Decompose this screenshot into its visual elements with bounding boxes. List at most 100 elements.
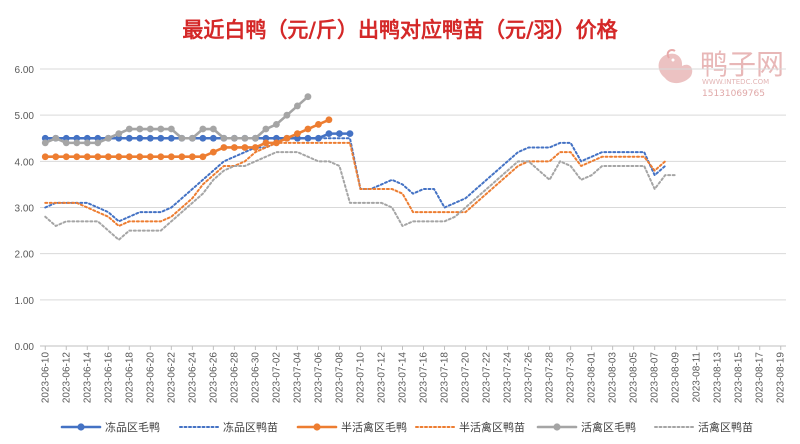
x-tick-label: 2023-06-24 [187,352,198,404]
y-tick-label: 1.00 [15,296,35,307]
y-tick-label: 4.00 [15,157,35,168]
series-point-2 [209,148,217,156]
watermark-phone: 15131069765 [702,89,765,99]
x-tick-label: 2023-06-26 [208,352,219,404]
x-tick-label: 2023-07-28 [545,352,556,404]
series-point-2 [315,121,322,128]
series-point-0 [167,134,175,142]
series-point-4 [83,139,91,147]
x-tick-label: 2023-06-12 [61,352,72,404]
legend-label-5: 活禽区鸭苗 [698,420,753,434]
series-point-4 [209,125,217,133]
x-tick-label: 2023-06-16 [103,352,114,404]
series-point-2 [136,153,144,161]
x-tick-label: 2023-08-07 [650,352,661,404]
series-point-0 [146,134,154,142]
x-tick-label: 2023-07-26 [524,352,535,404]
x-tick-label: 2023-06-14 [82,352,93,404]
series-point-4 [73,139,81,147]
series-point-0 [157,134,165,142]
series-point-4 [104,134,112,142]
series-point-4 [230,134,238,142]
legend-label-1: 冻品区鸭苗 [223,420,278,434]
legend-marker-4 [553,423,561,431]
series-point-4 [94,139,102,147]
x-tick-label: 2023-07-22 [482,352,493,404]
series-point-2 [104,153,112,161]
series-point-0 [209,134,217,142]
series-point-4 [188,134,196,142]
series-point-2 [304,125,312,133]
x-tick-label: 2023-07-06 [313,352,324,404]
series-point-2 [188,153,196,161]
series-point-2 [83,153,91,161]
legend-label-3: 半活禽区鸭苗 [459,420,525,434]
series-point-4 [41,139,49,147]
series-point-0 [346,130,354,138]
series-point-4 [262,125,270,133]
series-point-0 [315,134,322,142]
legend-marker-0 [77,423,85,431]
series-point-4 [115,130,123,138]
series-point-2 [94,153,102,161]
duck-logo-icon [658,48,693,84]
legend-label-4: 活禽区毛鸭 [581,420,636,434]
series-point-2 [251,144,259,151]
series-point-2 [178,153,186,161]
legend-label-0: 冻品区毛鸭 [105,420,160,434]
x-tick-label: 2023-08-15 [734,352,745,404]
series-point-2 [294,130,301,138]
series-point-4 [304,93,312,101]
series-point-4 [62,139,70,147]
x-tick-label: 2023-06-18 [124,352,135,404]
series-point-2 [283,134,291,142]
series-point-0 [125,134,133,142]
y-tick-label: 6.00 [15,65,35,76]
series-point-4 [125,125,133,133]
x-tick-label: 2023-07-24 [503,352,514,404]
series-line-1 [44,137,667,223]
watermark-url: WWW.INTEDC.COM [702,78,769,86]
x-tick-label: 2023-08-05 [629,352,640,404]
series-point-4 [283,111,291,119]
series-point-2 [62,153,70,161]
x-tick-label: 2023-07-02 [271,352,282,404]
x-tick-label: 2023-08-19 [776,352,787,404]
x-tick-label: 2023-08-13 [713,352,724,404]
series-point-4 [178,134,186,142]
x-tick-label: 2023-06-10 [40,352,51,404]
series-line-4 [43,95,310,145]
series-point-2 [41,153,49,161]
x-tick-label: 2023-08-11 [692,352,703,403]
series-point-0 [325,130,333,138]
y-tick-label: 5.00 [15,111,35,122]
x-tick-label: 2023-07-08 [334,352,345,404]
series-point-0 [199,134,207,142]
series-point-2 [325,116,333,124]
series-point-4 [157,125,165,133]
series-point-0 [136,134,144,142]
series-point-4 [52,134,60,142]
series-point-4 [251,134,259,142]
legend-marker-2 [313,423,321,431]
x-tick-label: 2023-08-17 [755,352,766,404]
x-tick-label: 2023-07-04 [292,352,303,404]
x-tick-label: 2023-08-09 [671,352,682,404]
x-tick-label: 2023-08-01 [587,352,598,404]
x-tick-label: 2023-07-12 [376,352,387,404]
y-tick-label: 2.00 [15,250,35,261]
series-point-4 [273,121,280,128]
series-point-2 [230,144,238,151]
series-point-4 [136,125,144,133]
series-point-2 [115,153,123,161]
series-point-2 [241,144,249,151]
series-point-2 [157,153,165,161]
legend: 冻品区毛鸭 冻品区鸭苗 半活禽区毛鸭 半活禽区鸭苗 活禽区毛鸭 活禽区鸭苗 [60,420,753,434]
x-tick-label: 2023-07-10 [355,352,366,404]
series-point-4 [241,134,249,142]
x-tick-label: 2023-07-14 [397,352,408,404]
y-tick-label: 3.00 [15,204,35,215]
x-tick-label: 2023-07-30 [566,352,577,404]
series-point-2 [199,153,207,161]
